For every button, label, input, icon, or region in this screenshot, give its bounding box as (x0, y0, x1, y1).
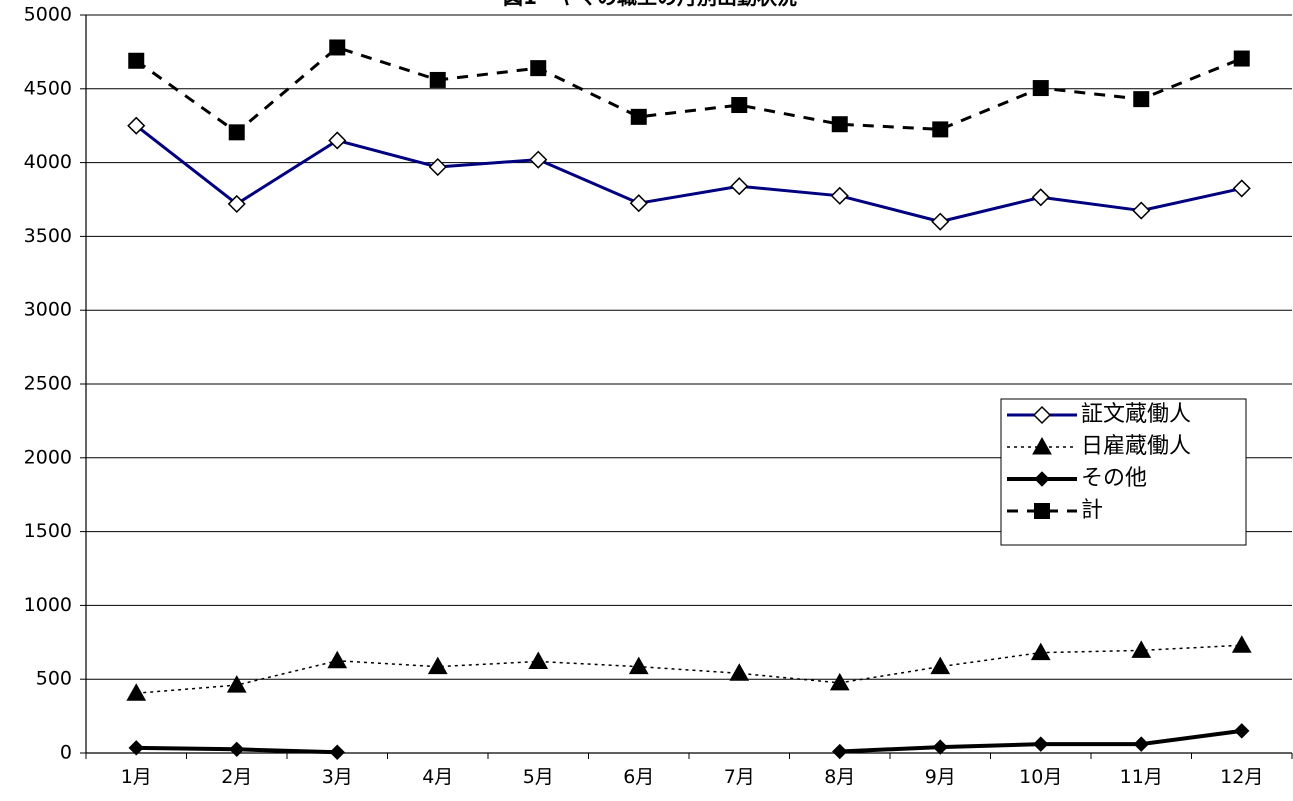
y-tick-label: 2500 (24, 373, 72, 395)
series-line (136, 644, 1242, 694)
data-point (126, 683, 147, 701)
legend-label: 証文蔵働人 (1081, 402, 1191, 427)
axes (80, 14, 1293, 759)
data-point (328, 131, 347, 150)
data-point (329, 39, 346, 56)
series-line (135, 124, 1243, 224)
data-point (226, 675, 247, 693)
legend-marker (1032, 436, 1052, 455)
data-point (730, 177, 749, 196)
data-point (1131, 640, 1152, 658)
x-tick-label: 8月 (824, 766, 855, 788)
data-point (427, 656, 448, 675)
data-point (529, 150, 548, 169)
data-point (931, 212, 950, 231)
data-point (729, 663, 750, 681)
data-point (228, 124, 245, 141)
data-point (329, 744, 345, 760)
y-tick-label: 4000 (24, 151, 72, 173)
data-point (829, 672, 850, 691)
series-lines (126, 39, 1252, 760)
data-point (932, 739, 948, 755)
data-point (128, 52, 145, 69)
data-point (1032, 80, 1049, 97)
data-point (127, 116, 146, 135)
legend-label: 日雇蔵働人 (1081, 434, 1191, 459)
series-line (135, 45, 1243, 134)
data-point (832, 743, 848, 760)
y-tick-label: 3500 (24, 225, 72, 247)
x-tick-label: 11月 (1120, 766, 1163, 788)
data-point (1030, 642, 1051, 661)
data-point (1033, 736, 1049, 752)
legend-marker (1034, 503, 1050, 519)
data-point (628, 656, 649, 675)
y-tick-label: 3000 (24, 299, 72, 321)
y-tick-label: 2000 (24, 446, 72, 468)
y-tick-label: 500 (36, 668, 72, 690)
data-point (1133, 91, 1150, 108)
data-point (227, 194, 246, 213)
data-point (428, 157, 447, 177)
data-point (932, 121, 949, 138)
y-tick-label: 0 (60, 742, 72, 764)
data-point (1133, 736, 1149, 752)
data-point (1233, 50, 1250, 67)
y-tick-label: 5000 (24, 4, 72, 26)
data-point (930, 656, 951, 675)
data-point (327, 650, 348, 669)
data-point (630, 108, 647, 125)
x-tick-labels: 1月 2月 3月 4月 5月 6月 7月 8月 9月 10月 11月 12月 (121, 766, 1264, 788)
data-point (528, 651, 549, 669)
x-tick-label: 1月 (121, 766, 152, 788)
data-point (1231, 635, 1252, 653)
data-point (831, 116, 848, 133)
x-tick-label: 10月 (1019, 766, 1062, 788)
data-point (229, 741, 245, 758)
legend-marker (1034, 471, 1050, 487)
x-tick-label: 4月 (422, 766, 453, 788)
x-tick-label: 5月 (523, 766, 554, 788)
y-tick-label: 4500 (24, 77, 72, 99)
data-point (1031, 188, 1050, 207)
chart-title: 図1 ヤマの職工の月別出勤状況 (503, 0, 797, 9)
data-point (830, 186, 849, 205)
y-tick-label: 1500 (24, 520, 72, 542)
legend-label: 計 (1081, 498, 1103, 523)
data-point (530, 60, 547, 77)
data-point (1132, 201, 1151, 220)
gridlines (86, 14, 1292, 680)
x-tick-label: 12月 (1220, 766, 1263, 788)
y-tick-labels: 0 500 1000 1500 2000 2500 3000 3500 4000 4500 5000 (24, 4, 72, 764)
data-point (731, 97, 748, 114)
data-point (629, 194, 648, 213)
legend-label: その他 (1081, 466, 1147, 491)
x-tick-label: 2月 (221, 766, 252, 788)
x-tick-label: 7月 (724, 766, 755, 788)
data-point (429, 71, 446, 88)
x-tick-label: 9月 (925, 766, 956, 788)
data-point (1232, 179, 1251, 198)
data-point (128, 740, 144, 756)
data-point (1234, 723, 1250, 739)
legend-marker (1032, 405, 1052, 425)
x-tick-label: 3月 (322, 766, 353, 788)
y-tick-label: 1000 (24, 594, 72, 616)
x-tick-label: 6月 (623, 766, 654, 788)
